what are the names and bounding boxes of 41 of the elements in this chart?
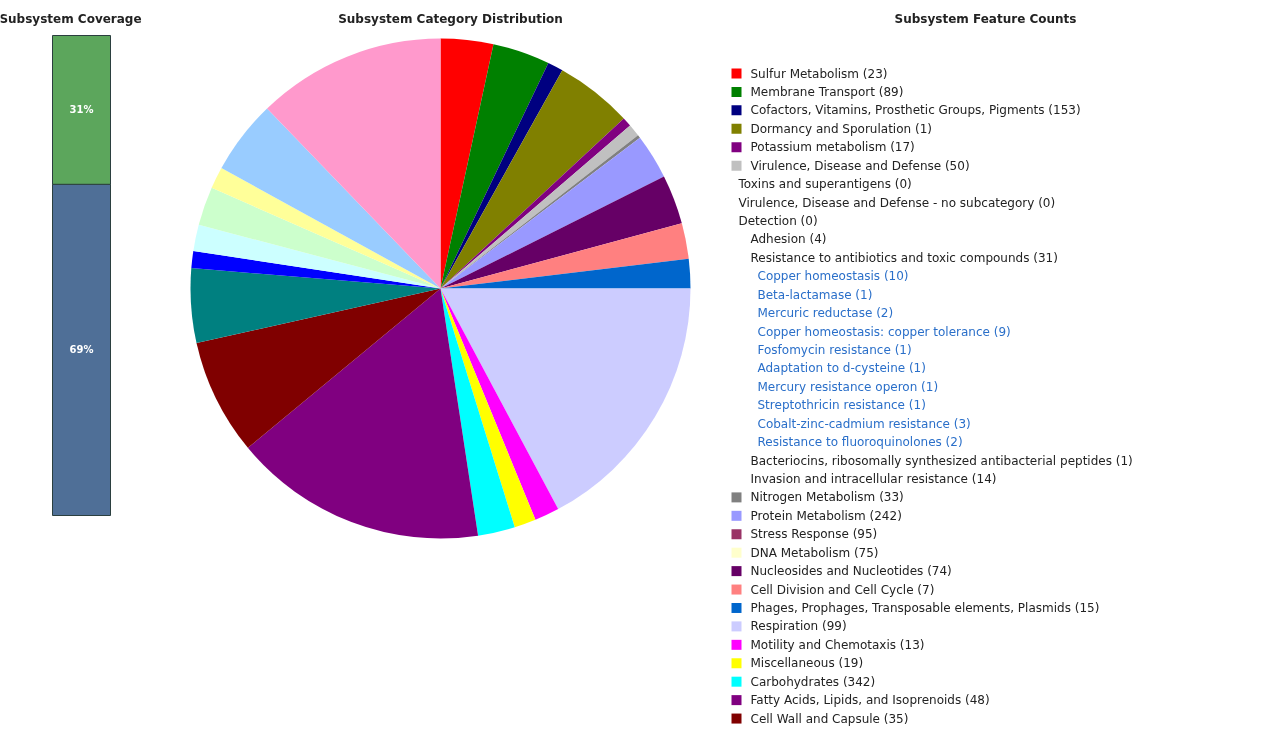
data-label: 69% xyxy=(69,344,94,356)
text: Resistance to antibiotics and toxic compounds (31) xyxy=(750,250,1058,265)
legend-label: Potassium metabolism (17) xyxy=(750,140,915,155)
text: Bacteriocins, ribosomally synthesized antibacterial peptides (1) xyxy=(750,453,1133,468)
legend-label: Dormancy and Sporulation (1) xyxy=(750,121,932,136)
text: Mercuric reductase (2) xyxy=(757,306,894,321)
legend-label: Cofactors, Vitamins, Prosthetic Groups, Pigments (153) xyxy=(750,103,1081,118)
legend-label: Cell Wall and Capsule (35) xyxy=(750,711,909,726)
data-label: 31% xyxy=(69,104,94,116)
text: Adaptation to d-cysteine (1) xyxy=(757,361,926,376)
text: Adhesion (4) xyxy=(750,232,827,247)
text: Cobalt-zinc-cadmium resistance (3) xyxy=(757,416,971,431)
legend-label: Nucleosides and Nucleotides (74) xyxy=(750,564,952,579)
text: Virulence, Disease and Defense - no subcategory (0) xyxy=(738,195,1056,210)
chart-title: Subsystem Coverage xyxy=(0,11,142,26)
text: Mercury resistance operon (1) xyxy=(757,379,939,394)
text: Fosfomycin resistance (1) xyxy=(757,342,912,357)
text: Beta-lactamase (1) xyxy=(757,287,873,302)
legend-label: Sulfur Metabolism (23) xyxy=(750,66,888,81)
text: Copper homeostasis (10) xyxy=(757,269,909,284)
text: Resistance to fluoroquinolones (2) xyxy=(757,435,963,450)
legend-title: Subsystem Feature Counts xyxy=(894,11,1077,26)
legend-label: Virulence, Disease and Defense (50) xyxy=(750,158,970,173)
legend-label: Protein Metabolism (242) xyxy=(750,508,902,523)
legend-label: Motility and Chemotaxis (13) xyxy=(750,637,925,652)
text: Toxins and superantigens (0) xyxy=(737,177,912,192)
text: Copper homeostasis: copper tolerance (9) xyxy=(757,324,1011,339)
legend-label: Stress Response (95) xyxy=(750,527,878,542)
legend-label: Carbohydrates (342) xyxy=(750,674,876,689)
legend-label: Respiration (99) xyxy=(750,619,847,634)
text: Detection (0) xyxy=(738,213,818,228)
legend-label: Nitrogen Metabolism (33) xyxy=(750,490,904,505)
legend-label: Membrane Transport (89) xyxy=(750,84,904,99)
legend-label: DNA Metabolism (75) xyxy=(750,545,879,560)
legend-label: Miscellaneous (19) xyxy=(750,656,864,671)
legend-label: Phages, Prophages, Transposable elements, Plasmids (15) xyxy=(750,600,1100,615)
legend-label: Cell Division and Cell Cycle (7) xyxy=(750,582,935,597)
legend-label: Fatty Acids, Lipids, and Isoprenoids (48) xyxy=(750,693,990,708)
text: Streptothricin resistance (1) xyxy=(757,398,926,413)
text: Invasion and intracellular resistance (14) xyxy=(750,471,997,486)
chart-title: Subsystem Category Distribution xyxy=(338,11,563,26)
